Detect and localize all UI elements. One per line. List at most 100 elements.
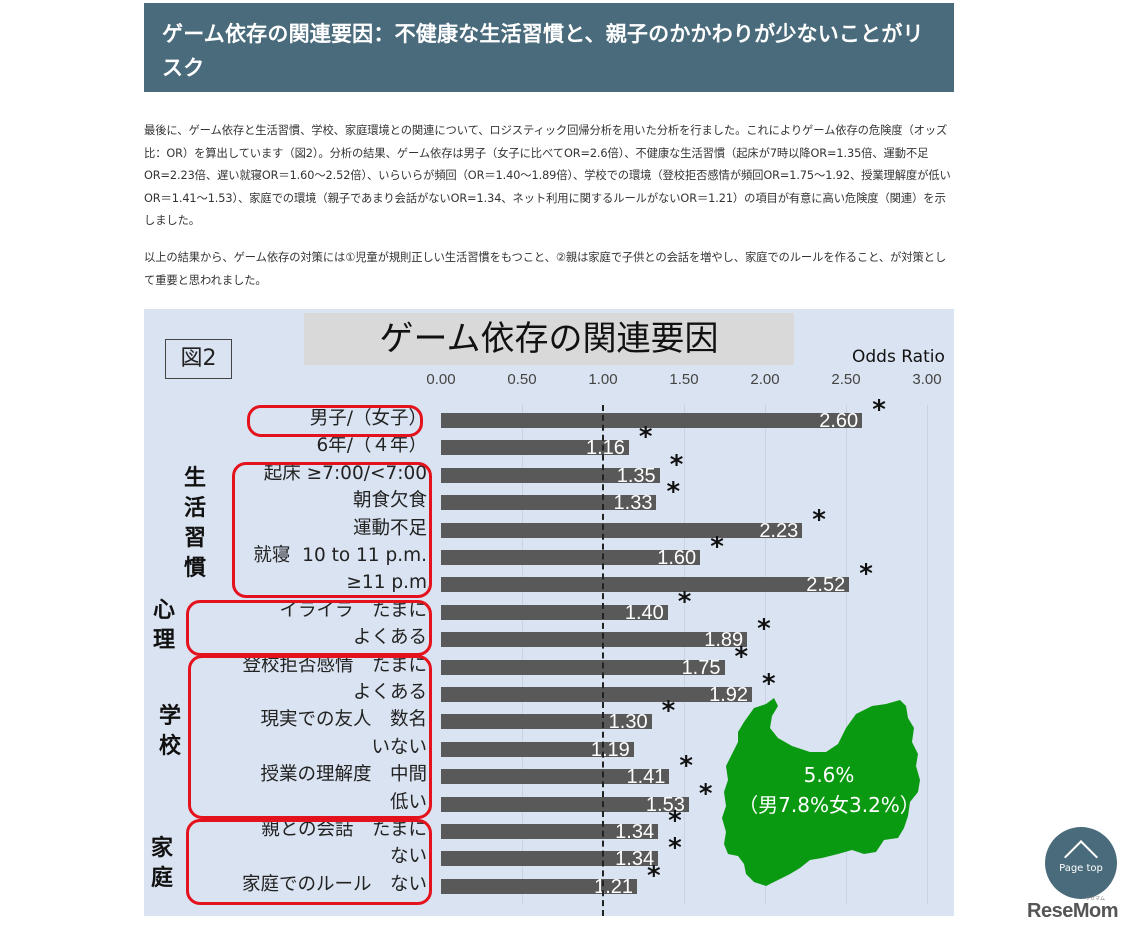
bar: 1.30 — [441, 711, 652, 733]
highlight-box-psych — [186, 600, 432, 656]
bar-value-label: 1.34 — [615, 848, 655, 871]
row-label: よくある — [352, 682, 427, 703]
significance-asterisk-icon: * — [666, 477, 681, 508]
row-label: 起床 ≥7:00/<7:00 — [263, 462, 427, 484]
gridline — [765, 405, 766, 904]
page-top-label: Page top — [1059, 863, 1103, 874]
bar: 1.34 — [441, 848, 659, 870]
bar-value-label: 1.16 — [585, 437, 625, 460]
highlight-box-lifestyle — [232, 462, 432, 598]
bar-value-label: 1.92 — [709, 684, 749, 706]
row-label: ない — [389, 846, 427, 868]
bar: 1.92 — [441, 684, 753, 706]
gridline — [927, 405, 928, 904]
bar-value-label: 1.33 — [613, 492, 653, 515]
category-label-school: 学 校 — [158, 704, 181, 759]
row-label: 6年/（４年） — [316, 435, 427, 457]
bar-value-label: 2.52 — [806, 574, 846, 597]
article-paragraph-1: 最後に、ゲーム依存と生活習慣、学校、家庭環境との関連について、ロジスティック回帰… — [144, 124, 951, 227]
row-label: 登校拒否感情 たまに — [242, 654, 427, 676]
bar: 1.34 — [441, 821, 659, 843]
x-tick-label: 0.50 — [507, 371, 537, 388]
significance-asterisk-icon: * — [661, 696, 676, 727]
significance-asterisk-icon: * — [638, 422, 653, 453]
x-tick-label: 0.00 — [426, 371, 456, 388]
gridline — [684, 405, 685, 904]
bar-value-label: 1.19 — [590, 738, 630, 761]
bar: 1.33 — [441, 492, 657, 514]
bar-value-label: 1.35 — [616, 464, 656, 487]
bar: 2.23 — [441, 520, 803, 542]
significance-asterisk-icon: * — [872, 395, 886, 425]
bar: 1.21 — [441, 876, 638, 898]
row-label: 親との会話 たまに — [261, 819, 427, 840]
significance-asterisk-icon: * — [647, 860, 661, 891]
bar: 1.16 — [441, 437, 629, 459]
row-label: いない — [371, 736, 427, 758]
bar: 1.75 — [441, 657, 725, 679]
gridline — [846, 405, 847, 904]
gridline — [522, 405, 523, 904]
bar: 1.53 — [441, 794, 689, 816]
bar-value-label: 1.75 — [681, 656, 721, 679]
figure-number-label: 図2 — [165, 339, 232, 379]
row-label: 家庭でのルール ない — [241, 873, 427, 895]
significance-asterisk-icon: * — [677, 586, 692, 617]
bar-value-label: 1.30 — [608, 711, 648, 734]
bar-value-label: 1.34 — [615, 821, 655, 843]
x-tick-label: 1.50 — [669, 371, 699, 388]
x-tick-label: 2.00 — [750, 371, 780, 388]
row-label: 現実での友人 数名 — [260, 709, 427, 731]
bar: 2.60 — [441, 410, 863, 432]
bar-value-label: 1.21 — [594, 875, 634, 898]
significance-asterisk-icon: * — [669, 449, 684, 480]
significance-asterisk-icon: * — [679, 751, 694, 782]
significance-asterisk-icon: * — [710, 532, 724, 562]
highlight-box-home — [186, 819, 432, 905]
significance-asterisk-icon: * — [859, 559, 873, 590]
significance-asterisk-icon: * — [762, 669, 776, 699]
page-top-button[interactable]: Page top — [1045, 827, 1117, 899]
bar: 1.41 — [441, 766, 670, 788]
x-tick-label: 2.50 — [831, 371, 861, 388]
category-label-psych: 心 理 — [152, 598, 175, 653]
figure-2-chart: ゲーム依存の関連要因 図2 Odds Ratio 0.00 0.50 1.00 1.5… — [144, 309, 954, 916]
bar: 1.89 — [441, 629, 748, 651]
significance-asterisk-icon: * — [668, 833, 682, 864]
figure-title: ゲーム依存の関連要因 — [304, 313, 794, 365]
row-label: 低い — [389, 791, 427, 813]
axis-label: Odds Ratio — [852, 347, 945, 367]
bar: 1.60 — [441, 547, 701, 569]
significance-asterisk-icon: * — [757, 614, 771, 645]
bar-value-label: 1.40 — [624, 601, 664, 624]
bar-value-label: 1.53 — [645, 793, 685, 816]
toyama-prefecture-shape-icon — [722, 698, 920, 886]
bar-value-label: 2.23 — [759, 519, 799, 542]
brand-logo[interactable]: ReseMom — [1027, 900, 1118, 922]
article-paragraph-2: 以上の結果から、ゲーム依存の対策には①児童が規則正しい生活習慣をもつこと、②親は… — [144, 251, 947, 287]
row-label: 朝食欠食 — [352, 490, 427, 512]
row-label: 男子/（女子） — [309, 408, 427, 429]
significance-asterisk-icon: * — [698, 778, 713, 809]
row-label: 運動不足 — [352, 517, 427, 539]
row-label: イライラ たまに — [279, 599, 427, 621]
bar-value-label: 1.60 — [657, 547, 697, 569]
bar-value-label: 1.89 — [704, 629, 744, 652]
article-heading: ゲーム依存の関連要因：不健康な生活習慣と、親子のかかわりが少ないことがリスク — [144, 3, 954, 92]
bar-value-label: 2.60 — [819, 410, 859, 432]
reference-line — [602, 405, 604, 916]
highlight-box-gender — [247, 405, 423, 437]
brand-logo-subtext: リセマム — [1085, 896, 1106, 902]
bar: 1.35 — [441, 465, 660, 487]
highlight-box-school — [188, 655, 432, 819]
row-label: 就寝 10 to 11 p.m. — [253, 545, 427, 566]
significance-asterisk-icon: * — [812, 504, 826, 535]
bar: 2.52 — [441, 574, 850, 596]
map-prevalence-total: 5.6% — [803, 763, 855, 787]
x-tick-label: 3.00 — [912, 371, 942, 388]
row-label: 授業の理解度 中間 — [260, 764, 427, 786]
bar-value-label: 1.41 — [626, 766, 666, 789]
significance-asterisk-icon: * — [668, 806, 682, 836]
x-tick-label: 1.00 — [588, 371, 618, 388]
bar: 1.19 — [441, 739, 634, 761]
